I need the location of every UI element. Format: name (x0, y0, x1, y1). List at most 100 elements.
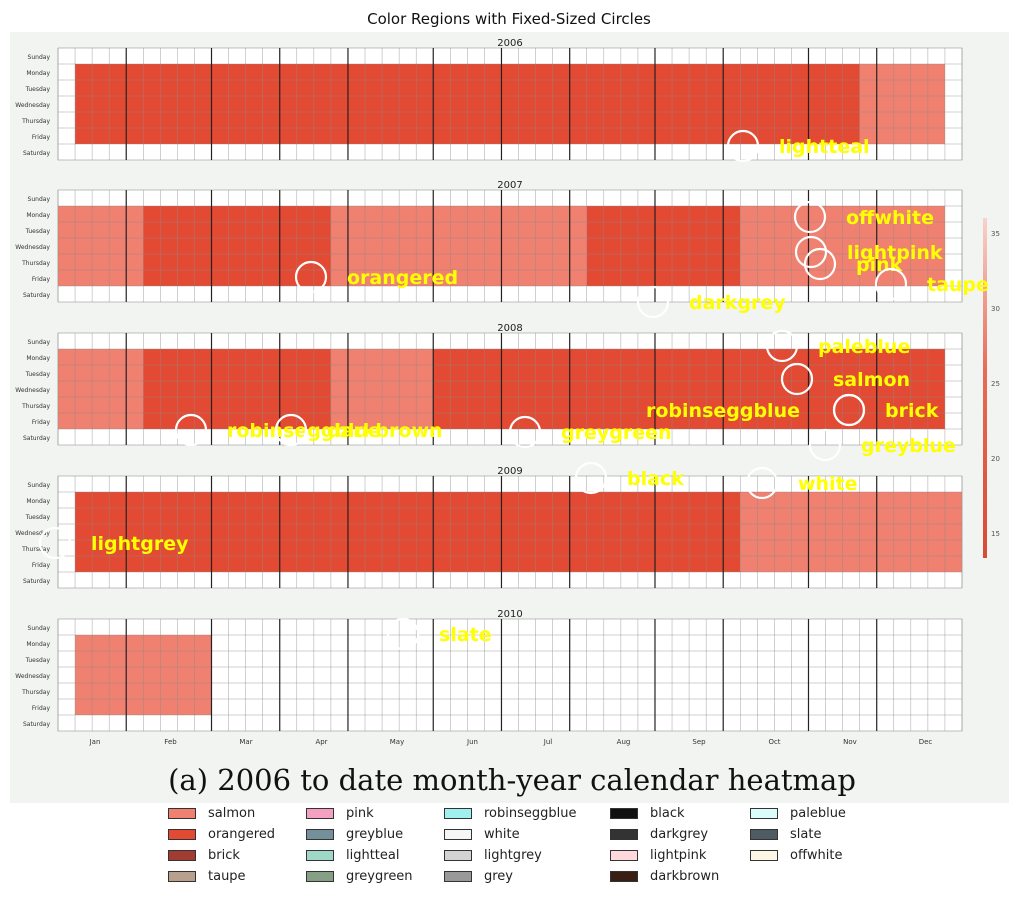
weekday-label: Wednesday (15, 244, 50, 251)
colorbar-tick-label: 35 (991, 230, 1000, 238)
region-label: greyblue (861, 435, 956, 457)
region-marker: lightgrey (38, 526, 189, 560)
year-panel: 2009 Sunday Monday Tuesday Wednesday Thursday… (15, 466, 963, 589)
heat-block (433, 206, 587, 286)
month-label: Jul (543, 738, 553, 746)
weekday-label: Saturday (23, 292, 50, 299)
weekday-label: Friday (32, 134, 51, 141)
year-label: 2006 (497, 38, 522, 49)
legend-label: robinseggblue (484, 805, 577, 821)
region-label: lightteal (779, 136, 870, 158)
weekday-label: Tuesday (25, 371, 51, 378)
heat-block (58, 206, 144, 286)
weekday-label: Sunday (28, 54, 51, 61)
legend-swatch (750, 807, 778, 819)
year-panel: 2007 Sunday Monday Tuesday Wednesday Thursday… (15, 180, 963, 303)
region-label: offwhite (846, 207, 934, 229)
region-circle (874, 267, 908, 301)
colorbar-tick-label: 25 (991, 380, 1000, 388)
region-label: salmon (833, 369, 910, 391)
region-circle (636, 285, 670, 319)
colorbar-tick-label: 15 (991, 530, 1000, 538)
legend-item: lightpink (610, 846, 706, 864)
weekday-label: Saturday (23, 435, 50, 442)
region-marker: pink (803, 247, 903, 281)
region-label: lightpink (847, 242, 943, 264)
region-marker: greyblue (808, 428, 956, 462)
region-marker: lightpink (794, 235, 943, 269)
month-label: May (390, 738, 404, 746)
legend-swatch (168, 870, 196, 882)
region-marker: lightteal (726, 129, 870, 163)
weekday-label: Tuesday (25, 228, 51, 235)
region-circle (294, 260, 328, 294)
year-label: 2010 (497, 609, 522, 620)
legend-swatch (610, 828, 638, 840)
legend-swatch (750, 828, 778, 840)
weekday-label: Tuesday (25, 657, 51, 664)
weekday-label: Wednesday (15, 387, 50, 394)
region-marker: salmon (780, 362, 910, 396)
region-marker: offwhite (793, 200, 934, 234)
region-circle (574, 461, 608, 495)
legend-item: lightgrey (444, 846, 542, 864)
year-label: 2007 (497, 180, 522, 191)
legend-item: slate (750, 825, 821, 843)
legend-label: white (484, 826, 520, 842)
legend-swatch (444, 807, 472, 819)
region-label: lightgrey (91, 533, 189, 555)
legend-item: robinseggblue (444, 804, 577, 822)
legend-swatch (610, 849, 638, 861)
legend-swatch (306, 870, 334, 882)
legend-swatch (444, 849, 472, 861)
region-circle (726, 129, 760, 163)
year-panel: 2010 Sunday Monday Tuesday Wednesday Thursday… (15, 609, 963, 732)
region-circle (745, 466, 779, 500)
region-label: brick (885, 400, 939, 422)
legend-swatch (610, 807, 638, 819)
month-label: Aug (617, 738, 631, 746)
month-label: Jun (466, 738, 478, 746)
heat-block (586, 206, 741, 286)
legend-label: offwhite (790, 847, 843, 863)
colorbar-tick-label: 20 (991, 455, 1000, 463)
month-label: Oct (768, 738, 780, 746)
region-marker: black (574, 461, 684, 495)
legend-swatch (306, 849, 334, 861)
region-marker: orangered (294, 260, 458, 294)
legend-label: salmon (208, 805, 256, 821)
region-label: taupe (927, 274, 989, 296)
region-marker: taupe (874, 267, 989, 301)
weekday-label: Friday (32, 419, 51, 426)
region-marker: darkbrown (274, 413, 443, 447)
heat-block (75, 492, 434, 572)
weekday-label: Thursday (21, 546, 50, 553)
legend-item: orangered (168, 825, 275, 843)
weekday-label: Sunday (28, 482, 51, 489)
weekday-label: Wednesday (15, 102, 50, 109)
legend-swatch (168, 828, 196, 840)
legend-item: offwhite (750, 846, 843, 864)
region-marker: slate (386, 617, 492, 651)
legend-swatch (610, 870, 638, 882)
month-label: Nov (843, 738, 857, 746)
region-label: white (798, 473, 858, 495)
heat-block (859, 64, 945, 144)
region-circle (803, 247, 837, 281)
year-label: 2009 (497, 466, 522, 477)
month-label: Apr (315, 738, 327, 746)
weekday-label: Wednesday (15, 530, 50, 537)
region-circle (808, 428, 842, 462)
region-label: darkgrey (689, 292, 786, 314)
month-label: Dec (919, 738, 933, 746)
region-label: black (627, 468, 684, 490)
weekday-label: Monday (26, 641, 50, 648)
legend-swatch (444, 828, 472, 840)
region-circle (765, 329, 799, 363)
weekday-label: Friday (32, 705, 51, 712)
legend-label: greygreen (346, 868, 413, 884)
region-label: slate (439, 624, 492, 646)
legend-item: greyblue (306, 825, 403, 843)
legend-item: taupe (168, 867, 246, 885)
